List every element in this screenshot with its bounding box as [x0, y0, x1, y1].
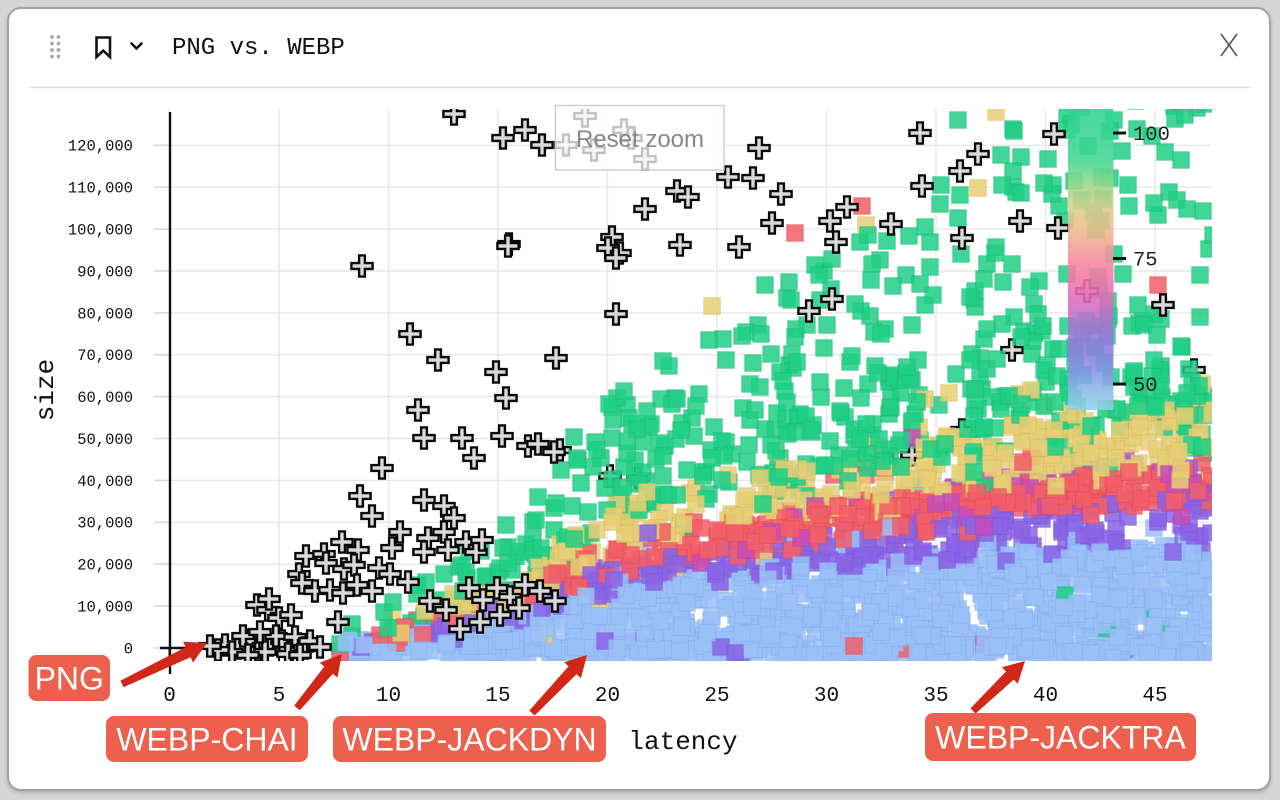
svg-text:100: 100: [1133, 124, 1170, 147]
svg-text:10: 10: [376, 685, 401, 708]
svg-text:90,000: 90,000: [77, 263, 133, 281]
svg-text:50: 50: [1133, 375, 1158, 398]
svg-text:75: 75: [1133, 250, 1158, 273]
svg-text:30,000: 30,000: [77, 515, 133, 533]
svg-text:30: 30: [814, 685, 839, 708]
svg-text:80,000: 80,000: [77, 305, 133, 323]
svg-text:120,000: 120,000: [68, 138, 133, 156]
svg-text:PNG: PNG: [35, 661, 104, 697]
svg-text:10,000: 10,000: [77, 599, 133, 617]
svg-text:WEBP-CHAI: WEBP-CHAI: [116, 722, 297, 758]
svg-text:110,000: 110,000: [68, 180, 133, 198]
svg-text:PNG vs. WEBP: PNG vs. WEBP: [172, 35, 345, 62]
svg-text:latency: latency: [628, 727, 737, 757]
svg-text:50,000: 50,000: [77, 431, 133, 449]
svg-text:100,000: 100,000: [68, 222, 133, 240]
svg-text:0: 0: [124, 640, 133, 658]
svg-text:size: size: [31, 359, 61, 421]
svg-text:WEBP-JACKTRA: WEBP-JACKTRA: [935, 720, 1186, 756]
svg-text:60,000: 60,000: [77, 389, 133, 407]
svg-text:15: 15: [485, 685, 510, 708]
svg-text:20,000: 20,000: [77, 557, 133, 575]
svg-text:0: 0: [163, 685, 176, 708]
svg-text:40: 40: [1033, 685, 1058, 708]
svg-text:25: 25: [704, 685, 729, 708]
svg-text:70,000: 70,000: [77, 347, 133, 365]
svg-text:5: 5: [273, 685, 286, 708]
svg-text:WEBP-JACKDYN: WEBP-JACKDYN: [342, 722, 596, 758]
svg-text:45: 45: [1142, 685, 1167, 708]
svg-text:20: 20: [595, 685, 620, 708]
svg-text:40,000: 40,000: [77, 473, 133, 491]
svg-text:Reset zoom: Reset zoom: [576, 126, 704, 153]
svg-text:35: 35: [923, 685, 948, 708]
